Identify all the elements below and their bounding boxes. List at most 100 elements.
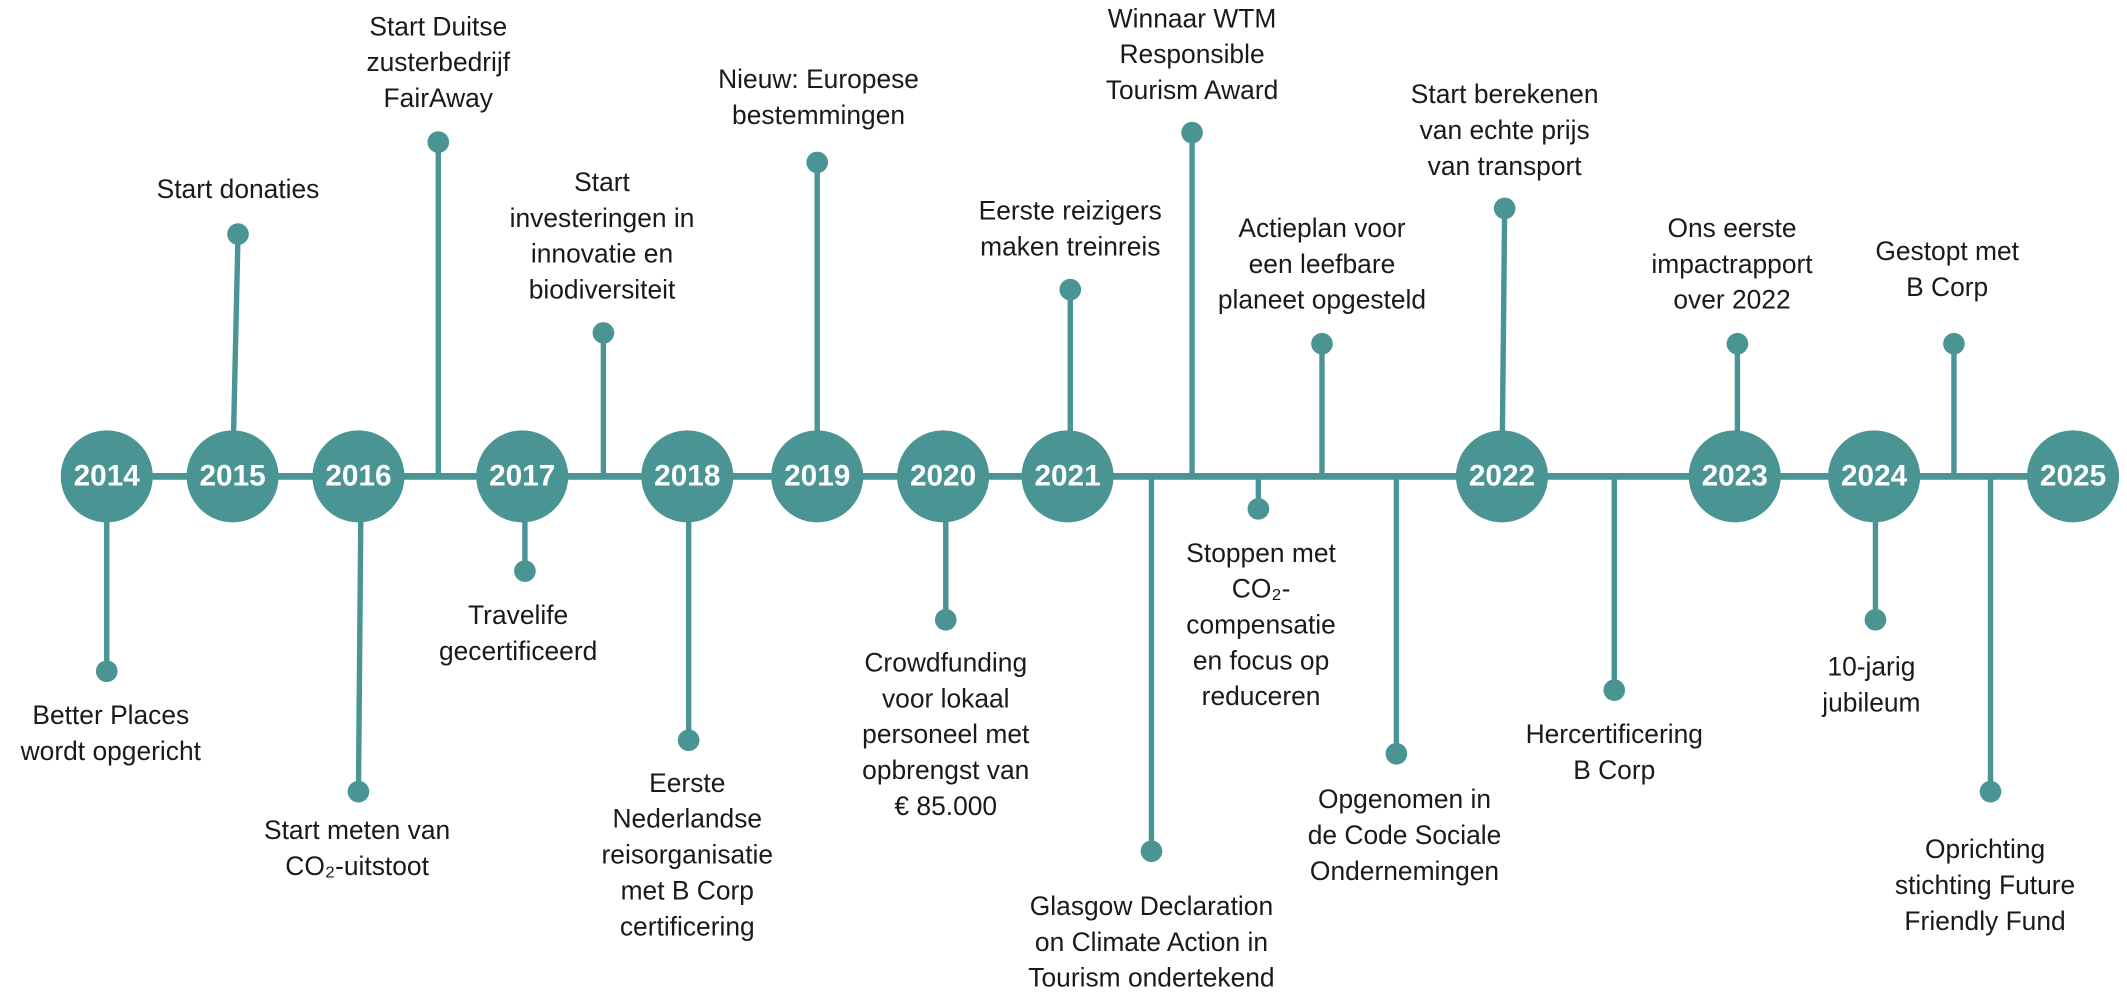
event-label: Gestopt met <box>1875 236 2019 266</box>
event-dot <box>1864 608 1887 631</box>
year-label: 2024 <box>1841 460 1908 493</box>
year-circle <box>641 430 734 523</box>
year-circle <box>1021 430 1114 523</box>
event-label: FairAway <box>384 83 494 113</box>
event-dot <box>227 223 249 245</box>
event-dot <box>592 322 615 344</box>
event-label: impactrapport <box>1651 249 1813 279</box>
event-label: reisorganisatie <box>602 840 774 870</box>
event-dot <box>1726 332 1749 355</box>
year-circle <box>771 430 864 523</box>
event-label: reduceren <box>1202 681 1321 711</box>
event-dot <box>1181 121 1203 144</box>
event-label: on Climate Action in <box>1035 927 1268 957</box>
event-label: personeel met <box>862 719 1030 749</box>
event-dot <box>806 151 829 174</box>
event-label: gecertificeerd <box>439 636 597 666</box>
event-label: innovatie en <box>531 239 673 269</box>
event-label: Travelife <box>468 600 568 630</box>
year-label: 2016 <box>325 460 391 493</box>
event-label: van echte prijs <box>1420 115 1590 145</box>
event-label: Eerste <box>649 768 725 798</box>
event-label: Start berekenen <box>1411 79 1599 109</box>
event-label: en focus op <box>1193 645 1329 675</box>
event-label: de Code Sociale <box>1308 820 1502 850</box>
event-dot <box>1943 332 1965 355</box>
year-circle <box>60 430 153 523</box>
event-label: bestemmingen <box>732 100 905 130</box>
event-label: Ons eerste <box>1668 213 1797 243</box>
event-label: Opgenomen in <box>1318 784 1491 814</box>
event-label: € 85.000 <box>894 791 997 821</box>
event-label: B Corp <box>1906 272 1988 302</box>
year-label: 2018 <box>654 460 720 493</box>
year-label: 2015 <box>199 460 265 493</box>
event-label: Start donaties <box>157 174 320 204</box>
event-label: wordt opgericht <box>20 736 202 766</box>
event-label: B Corp <box>1573 755 1655 785</box>
event-dot <box>1385 742 1408 765</box>
event-label: Tourism Award <box>1106 75 1278 105</box>
event-label: over 2022 <box>1673 285 1790 315</box>
event-label: van transport <box>1428 151 1583 181</box>
event-label: jubileum <box>1821 687 1920 717</box>
event-label: Better Places <box>32 700 189 730</box>
event-label: Ondernemingen <box>1310 856 1499 886</box>
event-label: Winnaar WTM <box>1108 3 1277 33</box>
event-label: voor lokaal <box>882 683 1010 713</box>
event-label: Hercertificering <box>1526 719 1703 749</box>
event-label: met B Corp <box>621 875 754 905</box>
event-dot <box>1493 197 1516 220</box>
year-circle <box>476 430 569 523</box>
event-label: Friendly Fund <box>1904 906 2065 936</box>
year-label: 2021 <box>1034 460 1100 493</box>
event-label: investeringen in <box>510 203 695 233</box>
event-label: Glasgow Declaration <box>1030 891 1273 921</box>
event-label: certificering <box>620 911 755 941</box>
year-circle <box>186 430 279 523</box>
year-label: 2017 <box>489 460 555 493</box>
event-dot <box>347 780 370 803</box>
event-label: compensatie <box>1186 610 1336 640</box>
event-dot <box>934 608 957 631</box>
event-label: Actieplan voor <box>1238 213 1405 243</box>
event-label: stichting Future <box>1895 870 2075 900</box>
event-label: Responsible <box>1119 39 1264 69</box>
event-label: Eerste reizigers <box>979 195 1162 225</box>
event-label: CO₂-uitstoot <box>285 851 429 881</box>
event-label: CO₂- <box>1232 574 1291 604</box>
event-label: biodiversiteit <box>529 275 676 305</box>
event-dot <box>677 729 700 752</box>
event-label: zusterbedrijf <box>366 47 510 77</box>
event-label: Start <box>574 167 630 197</box>
event-label: Nederlandse <box>613 804 763 834</box>
event-label: Start meten van <box>264 815 450 845</box>
event-dot <box>1247 498 1270 520</box>
event-label: planeet opgesteld <box>1218 285 1426 315</box>
event-label: maken treinreis <box>980 231 1160 261</box>
year-circle <box>897 430 990 523</box>
event-label: een leefbare <box>1249 249 1396 279</box>
year-circle <box>1455 430 1548 523</box>
year-circle <box>312 430 405 523</box>
event-label: opbrengst van <box>862 755 1029 785</box>
year-circle <box>1828 430 1921 523</box>
event-dot <box>1603 679 1626 701</box>
event-dot <box>1311 332 1333 355</box>
event-label: Tourism ondertekend <box>1028 963 1274 993</box>
stem <box>355 476 364 792</box>
event-label: Start Duitse <box>369 11 507 41</box>
event-dot <box>95 660 118 683</box>
year-circle <box>2027 430 2120 523</box>
event-dot <box>1979 780 2002 803</box>
event-label: Stoppen met <box>1186 538 1336 568</box>
event-dot <box>1140 840 1163 863</box>
year-label: 2019 <box>784 460 850 493</box>
event-dot <box>427 131 450 153</box>
event-label: Crowdfunding <box>864 647 1027 677</box>
year-label: 2025 <box>2040 460 2106 493</box>
event-label: Oprichting <box>1925 834 2045 864</box>
year-label: 2022 <box>1469 460 1535 493</box>
